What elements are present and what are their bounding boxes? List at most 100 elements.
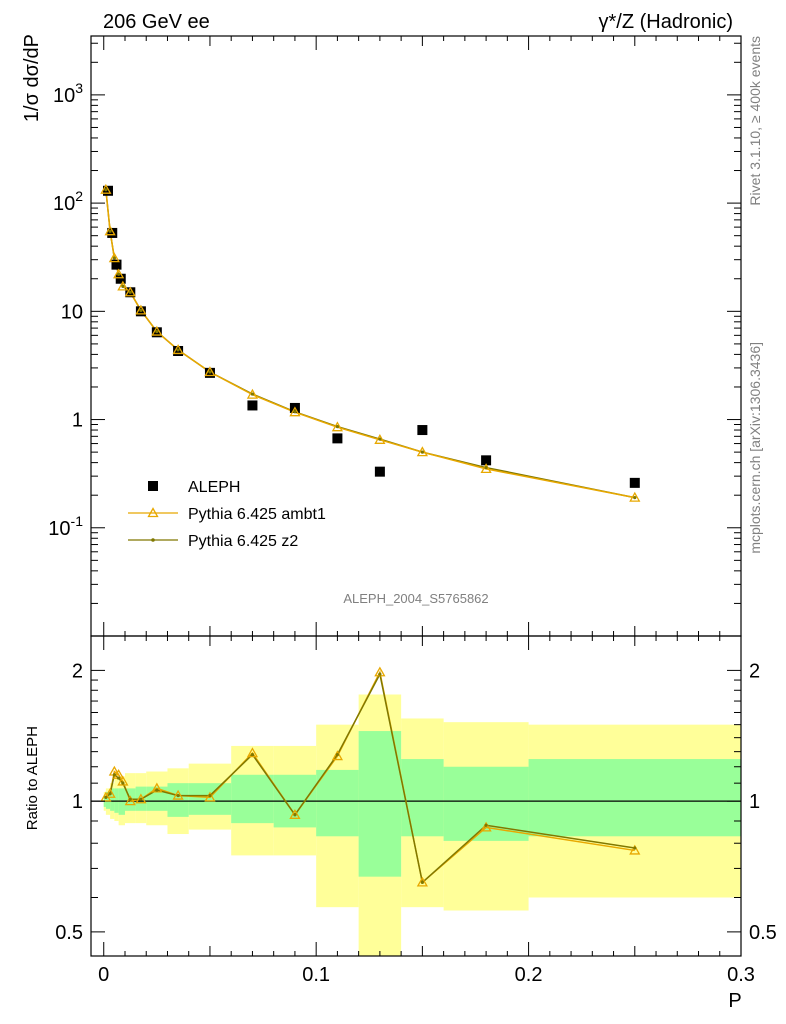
aleph-point	[107, 227, 118, 238]
inner-band	[358, 731, 402, 877]
ratio-z2-point	[117, 776, 121, 780]
ambt1-point	[172, 344, 184, 355]
watermark: ALEPH_2004_S5765862	[343, 591, 488, 606]
ratio-ytick-label-left: 2	[72, 660, 83, 682]
main-ytick-label: 1	[72, 410, 83, 432]
ratio-z2-point	[420, 880, 424, 884]
ratio-frame	[90, 635, 742, 957]
ratio-z2-point	[378, 672, 382, 676]
ratio-ambt1-point	[135, 793, 147, 804]
xtick-label: 0	[98, 964, 109, 986]
z2-point	[250, 392, 255, 396]
ratio-z2-point	[176, 793, 180, 798]
ratio-z2-point	[121, 781, 125, 785]
ambt1-point	[480, 463, 492, 474]
rivet-label: Rivet 3.1.10, ≥ 400k events	[747, 36, 763, 206]
ratio-ambt1-point	[117, 775, 129, 786]
ratio-z2-point	[155, 788, 159, 792]
aleph-point	[629, 477, 640, 488]
aleph-point	[111, 259, 122, 270]
legend-z2-label: Pythia 6.425 z2	[188, 533, 298, 550]
ratio-ytick-label-left: 1	[72, 791, 83, 813]
ratio-ambt1-point	[172, 789, 184, 800]
ratio-ambt1-point	[629, 844, 641, 855]
ratio-z2-point	[139, 797, 143, 801]
ratio-z2-point	[108, 792, 112, 796]
inner-band	[167, 783, 189, 817]
z2-point	[139, 308, 143, 312]
z2-point	[108, 229, 112, 233]
xtick-label: 0.1	[302, 964, 330, 986]
ratio-z2-point	[293, 813, 297, 817]
ratio-z2-point	[128, 797, 132, 801]
ratio-z2-point	[250, 752, 255, 757]
ratio-z2-point	[633, 846, 637, 850]
z2-point	[104, 188, 108, 192]
ratio-z2-point	[484, 823, 488, 827]
inner-band	[110, 788, 115, 811]
ambt1-point	[331, 421, 344, 432]
ambt1-point	[124, 286, 136, 297]
ambt1-point	[289, 406, 301, 417]
main-ytick-label: 102	[53, 188, 83, 215]
ambt1-point	[629, 491, 641, 502]
legend-ambt1-marker	[147, 507, 159, 518]
aleph-point	[417, 425, 428, 436]
main-ytick-label: 10	[61, 301, 83, 323]
ambt1-point	[104, 225, 116, 236]
ratio-xlabel: P	[728, 990, 741, 1012]
ratio-ambt1-point	[331, 750, 344, 761]
aleph-point	[332, 433, 343, 444]
ambt1-point	[374, 433, 386, 444]
legend: ALEPH Pythia 6.425 ambt1 Pythia 6.425 z2	[128, 479, 326, 550]
aleph-point	[247, 400, 258, 411]
z2-point	[420, 450, 424, 454]
z2-point	[128, 290, 132, 294]
legend-z2-marker	[151, 538, 155, 542]
inner-band	[443, 766, 529, 841]
z2-point	[112, 256, 116, 260]
inner-band	[231, 774, 274, 824]
ratio-ambt1-point	[151, 782, 163, 793]
ratio-ambt1-point	[246, 747, 259, 758]
z2-point	[293, 410, 297, 414]
ratio-z2-point	[104, 795, 108, 800]
ratio-ytick-label-right: 2	[749, 660, 760, 682]
ratio-ambt1-point	[204, 791, 216, 802]
header-left: 206 GeV ee	[103, 11, 210, 33]
header-right: γ*/Z (Hadronic)	[599, 11, 733, 33]
inner-band	[188, 783, 232, 815]
z2-point	[378, 437, 382, 441]
xtick-label: 0.2	[515, 964, 543, 986]
legend-aleph-marker	[148, 481, 158, 491]
legend-aleph-label: ALEPH	[188, 479, 240, 496]
z2-point	[176, 348, 180, 352]
aleph-point	[481, 455, 492, 466]
ratio-z2-point	[208, 793, 212, 798]
ratio-ambt1-point	[480, 821, 492, 832]
ratio-ambt1-point	[104, 787, 116, 798]
aleph-point	[374, 466, 385, 477]
inner-band	[316, 769, 359, 837]
ambt1-point	[135, 304, 147, 315]
ratio-ambt1-point	[289, 809, 301, 819]
z2-point	[335, 425, 340, 429]
ambt1-point	[246, 388, 259, 399]
ratio-ytick-label-left: 0.5	[55, 922, 83, 944]
z2-point	[633, 496, 637, 500]
ratio-panel: 0.5 0.5 1 1 2 2 0 0.1 0.2 0.3	[55, 635, 777, 986]
ambt1-point	[416, 446, 428, 457]
aleph-point	[115, 273, 126, 284]
main-panel: 10-1 1 10 102 103	[48, 35, 742, 637]
ratio-ambt1-point	[124, 795, 136, 806]
aleph-point	[102, 185, 113, 196]
ambt1-line	[105, 189, 635, 499]
inner-band	[401, 759, 444, 837]
main-ytick-label: 103	[53, 80, 83, 107]
z2-line	[105, 189, 635, 499]
z2-point	[484, 465, 488, 470]
ratio-ytick-label-right: 1	[749, 791, 760, 813]
mcplots-label: mcplots.cern.ch [arXiv:1306.3436]	[747, 342, 763, 554]
xtick-label: 0.3	[727, 964, 755, 986]
